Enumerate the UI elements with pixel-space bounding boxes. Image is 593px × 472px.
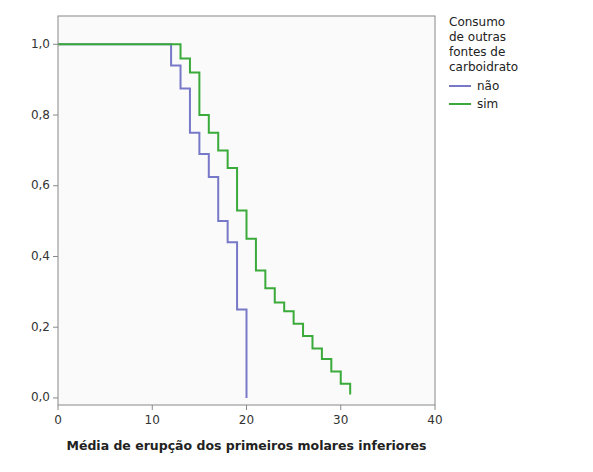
tick-mark bbox=[53, 327, 58, 328]
tick-label: 0,0 bbox=[31, 390, 50, 404]
legend-title: Consumode outrasfontes decarboidrato bbox=[449, 15, 518, 74]
tick-mark bbox=[246, 405, 247, 410]
tick-label: 20 bbox=[239, 413, 254, 427]
legend-swatch bbox=[449, 85, 471, 87]
x-axis: 0 10 20 30 40 bbox=[54, 405, 442, 427]
tick-label: 0,6 bbox=[31, 178, 50, 192]
legend-title-line: carboidrato bbox=[449, 60, 518, 74]
axis-label: Média de erupção dos primeiros molares i… bbox=[66, 438, 426, 453]
tick-label: 40 bbox=[427, 413, 442, 427]
tick-mark bbox=[53, 185, 58, 186]
tick-mark bbox=[152, 405, 153, 410]
tick-mark bbox=[53, 115, 58, 116]
legend-swatch bbox=[449, 103, 471, 105]
tick-mark bbox=[53, 397, 58, 398]
tick-mark bbox=[53, 256, 58, 257]
tick-label: 0 bbox=[54, 413, 62, 427]
tick-label: 10 bbox=[145, 413, 160, 427]
legend: Consumode outrasfontes decarboidrato não s… bbox=[449, 15, 518, 111]
legend-title-line: fontes de bbox=[449, 45, 505, 59]
legend-title-line: de outras bbox=[449, 30, 506, 44]
series-line bbox=[58, 44, 350, 394]
legend-title-line: Consumo bbox=[449, 15, 505, 29]
chart: 0,0 0,2 0,4 0,6 0,8 1,0 0 10 20 30 40Média de erup… bbox=[0, 0, 593, 472]
tick-label: 1,0 bbox=[31, 37, 50, 51]
tick-label: 30 bbox=[333, 413, 348, 427]
tick-label: 0,8 bbox=[31, 108, 50, 122]
series-group bbox=[58, 44, 350, 398]
plot-frame bbox=[58, 16, 435, 405]
tick-mark bbox=[58, 405, 59, 410]
legend-label: sim bbox=[477, 97, 498, 111]
tick-mark bbox=[340, 405, 341, 410]
series-line bbox=[58, 44, 247, 398]
legend-label: não bbox=[477, 79, 499, 93]
tick-mark bbox=[435, 405, 436, 410]
plot-area bbox=[58, 16, 435, 405]
tick-mark bbox=[53, 44, 58, 45]
tick-label: 0,2 bbox=[31, 320, 50, 334]
tick-label: 0,4 bbox=[31, 249, 50, 263]
y-axis: 0,0 0,2 0,4 0,6 0,8 1,0 bbox=[31, 37, 58, 405]
